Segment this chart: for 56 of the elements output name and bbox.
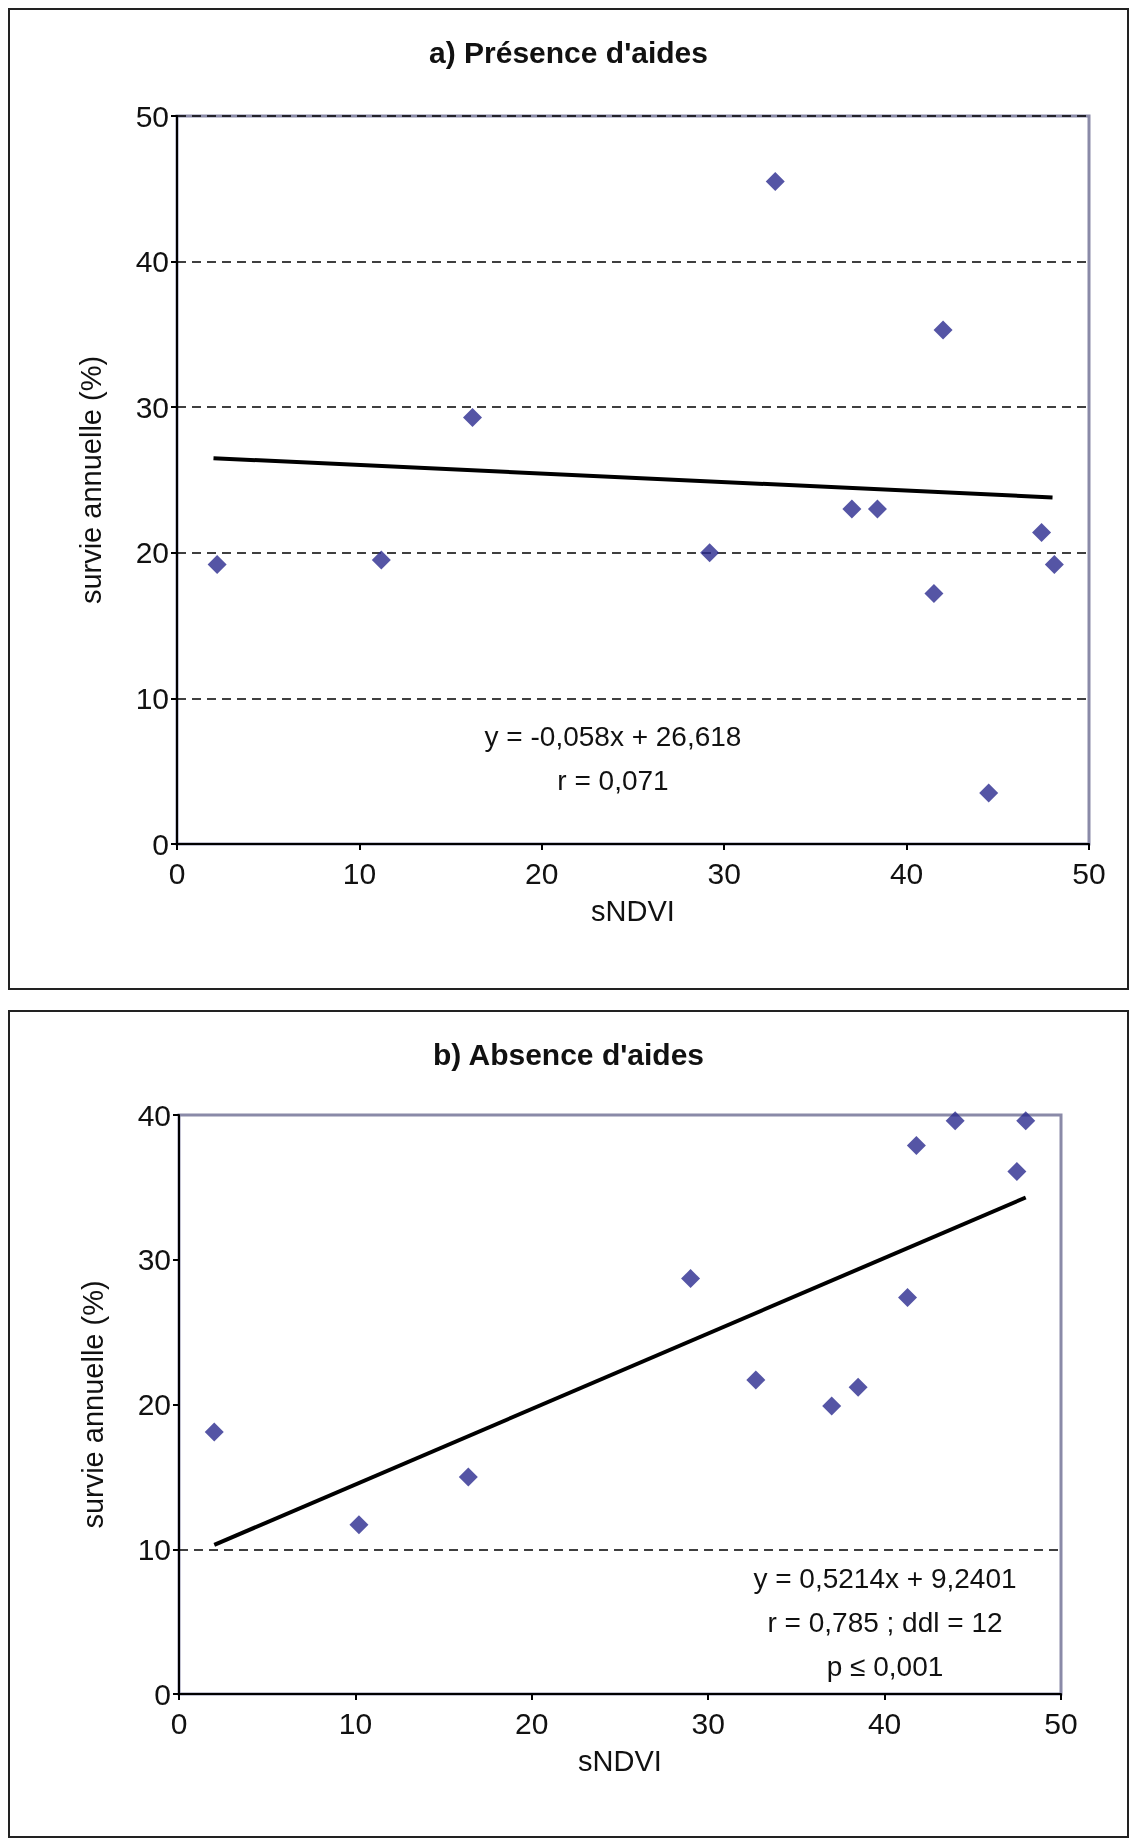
point (458, 1467, 478, 1487)
x-tick-label: 50 (1072, 856, 1106, 890)
y-tick-label: 0 (154, 1677, 171, 1711)
chart-title: a) Présence d'aides (429, 35, 708, 69)
x-tick-label: 40 (867, 1706, 902, 1740)
point (204, 1422, 224, 1442)
x-tick-label: 10 (338, 1706, 373, 1740)
point (867, 499, 887, 519)
point (746, 1370, 766, 1390)
annotation: r = 0,785 ; ddl = 12 (767, 1606, 1003, 1638)
point (681, 1269, 701, 1289)
point (349, 1515, 369, 1535)
y-tick-label: 0 (152, 827, 169, 861)
y-tick-label: 20 (137, 1388, 171, 1421)
x-tick-label: 40 (889, 856, 924, 890)
point (933, 320, 953, 340)
y-tick-label: 30 (135, 390, 169, 424)
x-tick-label: 50 (1044, 1706, 1078, 1740)
y-tick-label: 50 (135, 99, 169, 133)
point (979, 783, 999, 803)
point (700, 543, 720, 563)
x-tick-label: 30 (691, 1706, 725, 1740)
x-tick-label: 20 (515, 1706, 549, 1740)
y-tick-label: 40 (135, 245, 169, 279)
point (371, 550, 391, 570)
y-axis-title: survie annuelle (%) (76, 1280, 109, 1529)
point (906, 1135, 926, 1155)
point (1044, 554, 1064, 574)
point (765, 172, 785, 192)
x-axis-title: sNDVI (578, 1744, 662, 1777)
point (924, 584, 944, 604)
x-axis-title: sNDVI (591, 894, 675, 927)
annotation: y = 0,5214x + 9,2401 (753, 1562, 1017, 1594)
point (842, 499, 862, 519)
y-tick-label: 10 (135, 681, 169, 715)
x-tick-label: 30 (707, 856, 741, 890)
y-tick-label: 40 (137, 1098, 171, 1132)
point (945, 1111, 965, 1131)
chart-title: b) Absence d'aides (432, 1037, 705, 1071)
y-tick-label: 30 (137, 1243, 171, 1277)
annotation: y = -0,058x + 26,618 (484, 720, 742, 752)
annotation: p ≤ 0,001 (826, 1650, 944, 1682)
point (1007, 1161, 1027, 1181)
point (1016, 1111, 1036, 1131)
point (462, 407, 482, 427)
point (822, 1396, 842, 1416)
y-tick-label: 10 (137, 1532, 171, 1566)
x-tick-label: 20 (525, 856, 559, 890)
annotation: r = 0,071 (557, 764, 669, 796)
point (207, 554, 227, 574)
y-tick-label: 20 (135, 536, 169, 570)
point (898, 1287, 918, 1307)
y-axis-title: survie annuelle (%) (74, 355, 107, 605)
point (848, 1377, 868, 1397)
point (1032, 522, 1052, 542)
x-tick-label: 10 (342, 856, 377, 890)
